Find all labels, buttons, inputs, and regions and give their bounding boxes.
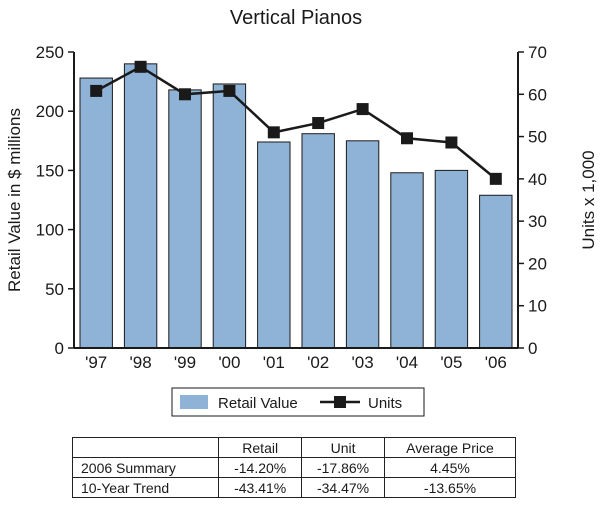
x-tick-label: '01 [263, 353, 285, 372]
units-point [445, 136, 458, 149]
x-tick-label: '99 [174, 353, 196, 372]
y2-tick-label: 60 [528, 85, 547, 104]
y2-tick-label: 0 [528, 339, 537, 358]
x-tick-label: '03 [352, 353, 374, 372]
table-header-cell [71, 437, 220, 458]
chart-container: Vertical Pianos 0 50 100 150 200 250 0 10 20 30 40 5… [5, 7, 598, 417]
bar [479, 194, 513, 349]
units-point [312, 117, 325, 130]
table-header-cell: Unit [301, 437, 385, 458]
y-tick-label: 200 [36, 102, 64, 121]
x-tick-label: '97 [85, 353, 107, 372]
legend-label-units: Units [368, 395, 402, 412]
y-tick-label: 150 [36, 161, 64, 180]
y2-axis-label: Units x 1,000 [579, 150, 598, 249]
legend-swatch-retail [180, 395, 208, 409]
chart-title: Vertical Pianos [230, 7, 362, 29]
x-tick-label: '05 [440, 353, 462, 372]
bar [168, 89, 202, 349]
table-cell: 2006 Summary [71, 457, 220, 478]
table-row: 2006 Summary -14.20% -17.86% 4.45% [71, 457, 517, 478]
units-point [356, 103, 369, 116]
y2-tick-label: 30 [528, 212, 547, 231]
x-tick-label: '00 [218, 353, 240, 372]
y-axis-label: Retail Value in $ millions [5, 108, 24, 292]
units-point [179, 88, 191, 101]
legend-box [171, 387, 425, 417]
bar [212, 83, 247, 349]
table-cell: -17.86% [301, 457, 385, 478]
y-tick-label: 50 [45, 280, 64, 299]
bar [434, 169, 469, 349]
bar [79, 77, 113, 349]
legend-marker-units [334, 396, 346, 408]
y2-tick-label: 10 [528, 297, 547, 316]
units-point [90, 84, 103, 97]
bar [123, 63, 158, 349]
units-point [267, 126, 280, 139]
table-header-cell: Average Price [383, 437, 517, 458]
x-tick-label: '04 [396, 353, 418, 372]
y2-tick-label: 70 [528, 43, 547, 62]
table-cell: 4.45% [383, 457, 517, 478]
x-tick-label: '06 [485, 353, 507, 372]
table-cell: -34.47% [301, 477, 385, 498]
y2-tick-label: 50 [528, 128, 547, 147]
x-tick-label: '98 [130, 353, 152, 372]
table-cell: -14.20% [218, 457, 303, 478]
units-point [223, 84, 236, 97]
units-point [401, 132, 413, 145]
table-row: 10-Year Trend -43.41% -34.47% -13.65% [71, 477, 517, 498]
summary-table: Retail Unit Average Price 2006 Summary -… [71, 437, 517, 498]
units-point [134, 60, 147, 73]
chart-svg: Vertical Pianos 0 50 100 150 200 250 0 10 20 30 40 5… [5, 7, 598, 417]
units-line [95, 65, 497, 180]
y-tick-label: 0 [55, 339, 64, 358]
units-point [489, 172, 502, 185]
table-cell: 10-Year Trend [71, 477, 220, 498]
table-cell: -13.65% [383, 477, 517, 498]
y2-tick-label: 40 [528, 170, 547, 189]
y-tick-label: 250 [36, 43, 64, 62]
legend-label-retail: Retail Value [218, 395, 298, 412]
bar [301, 133, 335, 349]
bar [345, 140, 380, 349]
y-tick-label: 100 [36, 221, 64, 240]
table-header-cell: Retail [218, 437, 303, 458]
y2-tick-label: 20 [528, 254, 547, 273]
bar [257, 141, 291, 349]
table-header-row: Retail Unit Average Price [71, 437, 517, 458]
table-cell: -43.41% [218, 477, 303, 498]
x-tick-label: '02 [307, 353, 329, 372]
bar [390, 172, 424, 349]
